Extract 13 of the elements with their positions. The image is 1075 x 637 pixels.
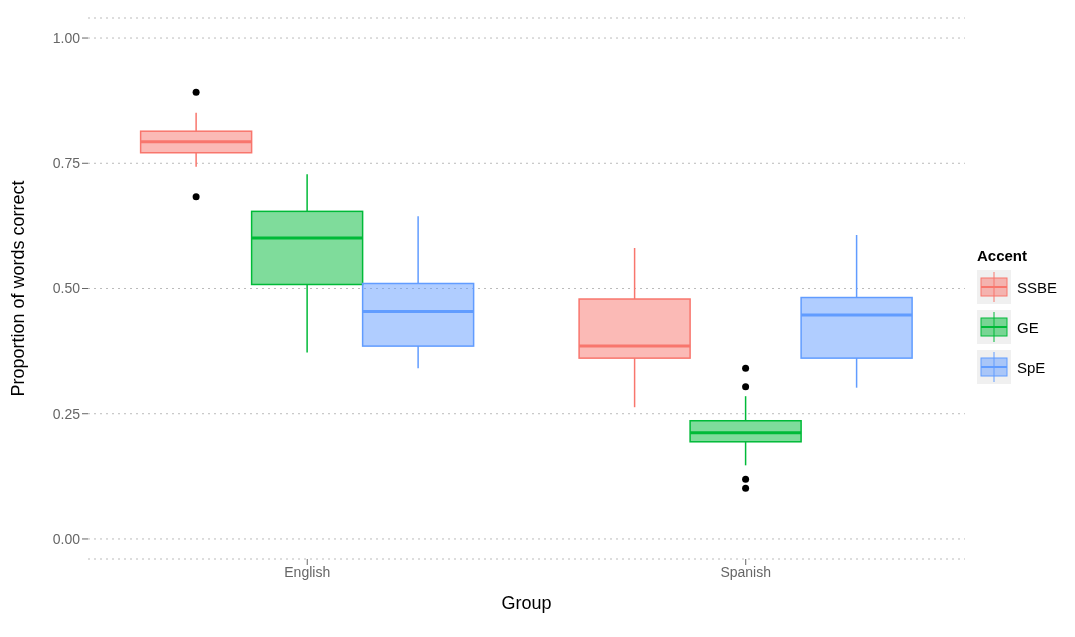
x-axis-title: Group bbox=[501, 593, 552, 613]
y-tick-label: 0.00 bbox=[52, 530, 81, 547]
y-tick-label: 0.25 bbox=[52, 405, 81, 422]
y-tick-label: 0.75 bbox=[52, 155, 81, 172]
x-tick-label: Spanish bbox=[720, 563, 772, 580]
legend-title: Accent bbox=[976, 247, 1028, 264]
legend-label: GE bbox=[1016, 318, 1039, 336]
legend-label: SSBE bbox=[1016, 278, 1057, 296]
y-tick-label: 0.50 bbox=[52, 280, 81, 297]
y-tick-label: 1.00 bbox=[52, 30, 81, 47]
legend-label: SpE bbox=[1016, 358, 1046, 376]
x-tick-label: English bbox=[284, 563, 331, 580]
y-axis-title: Proportion of words correct bbox=[8, 180, 29, 397]
